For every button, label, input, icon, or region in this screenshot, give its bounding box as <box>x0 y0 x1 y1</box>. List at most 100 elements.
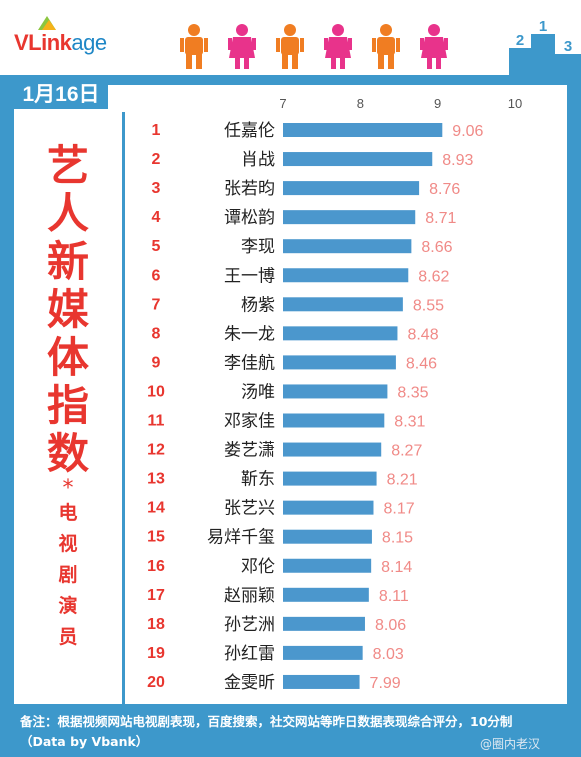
x-tick-label: 7 <box>279 96 286 111</box>
frame-left <box>0 75 14 757</box>
subtitle-char: 员 <box>58 626 78 648</box>
title-panel <box>14 112 122 704</box>
x-tick-label: 8 <box>357 96 364 111</box>
bar <box>283 500 374 515</box>
rank-label: 13 <box>147 471 165 488</box>
rank-label: 5 <box>152 238 161 255</box>
podium-icon: 2 1 3 <box>509 18 581 75</box>
bar-chart: 7 8 9 10 1 任嘉伦 9.06 2 肖战 8.93 3 张若昀 8.76 4 谭松韵 8.71 5 李现 8… <box>147 96 522 693</box>
rank-label: 2 <box>152 151 161 168</box>
rank-label: 18 <box>147 616 165 633</box>
bar <box>283 239 412 254</box>
value-label: 8.76 <box>429 181 460 198</box>
value-label: 8.27 <box>391 443 422 460</box>
name-label: 孙艺洲 <box>224 615 275 635</box>
subtitle-char: 视 <box>58 533 78 555</box>
title-star: * <box>62 476 74 501</box>
name-label: 任嘉伦 <box>224 121 275 141</box>
bar <box>283 558 372 573</box>
title-char: 人 <box>46 189 89 238</box>
name-label: 汤唯 <box>241 382 275 402</box>
name-label: 朱一龙 <box>224 324 275 344</box>
value-label: 8.93 <box>442 152 473 169</box>
name-label: 肖战 <box>241 150 275 170</box>
title-char: 艺 <box>46 141 89 190</box>
rank-label: 4 <box>152 209 161 226</box>
bar <box>283 384 388 399</box>
bar <box>283 471 377 486</box>
svg-text:3: 3 <box>564 38 572 55</box>
name-label: 邓伦 <box>241 557 275 577</box>
name-label: 李现 <box>241 237 275 257</box>
title-char: 数 <box>46 429 89 478</box>
rank-label: 9 <box>152 354 161 371</box>
bar <box>283 268 409 283</box>
divider-line <box>122 112 125 704</box>
logo-icon <box>38 16 56 30</box>
footer <box>0 704 581 757</box>
person-icon <box>372 24 400 69</box>
rank-label: 8 <box>152 325 161 342</box>
rank-label: 1 <box>152 122 161 139</box>
rank-label: 15 <box>147 529 165 546</box>
name-label: 金雯昕 <box>224 673 275 693</box>
x-tick-label: 9 <box>434 96 441 111</box>
rank-label: 14 <box>147 500 165 517</box>
subtitle-char: 剧 <box>58 564 78 586</box>
value-label: 8.66 <box>421 239 452 256</box>
person-icon <box>180 24 208 69</box>
svg-text:2: 2 <box>516 32 524 49</box>
svg-text:1: 1 <box>539 18 547 35</box>
people-icons <box>180 24 448 69</box>
bar <box>283 210 416 225</box>
rank-label: 3 <box>152 180 161 197</box>
date-badge: 1月16日 <box>14 80 108 109</box>
value-label: 8.46 <box>406 355 437 372</box>
vertical-title: 艺 人 新 媒 体 指 数 * 电 视 剧 演 员 <box>14 142 122 653</box>
title-char: 媒 <box>46 285 89 334</box>
rank-label: 20 <box>147 674 165 691</box>
value-label: 8.15 <box>382 530 413 547</box>
bar <box>283 123 443 137</box>
name-label: 谭松韵 <box>224 208 275 228</box>
bar <box>283 587 369 602</box>
person-icon <box>324 24 352 69</box>
value-label: 8.11 <box>379 588 409 605</box>
footer-note: 备注：根据视频网站电视剧表现，百度搜索，社交网站等昨日数据表现综合评分，10分制… <box>20 712 568 752</box>
title-char: 新 <box>46 237 89 286</box>
value-label: 8.03 <box>373 646 404 663</box>
logo-sub: age <box>71 30 107 55</box>
logo-main: VLink <box>14 30 72 55</box>
title-char: 指 <box>46 381 89 430</box>
name-label: 易烊千玺 <box>207 528 275 548</box>
subtitle-char: 演 <box>58 595 78 617</box>
value-label: 8.17 <box>383 501 414 518</box>
name-label: 张若昀 <box>224 179 275 199</box>
bar <box>283 355 396 370</box>
frame-right <box>567 75 581 757</box>
bar <box>283 297 403 312</box>
value-label: 8.06 <box>375 617 406 634</box>
bar <box>283 326 398 341</box>
value-label: 8.55 <box>413 297 444 314</box>
value-label: 8.21 <box>387 472 418 489</box>
bar <box>283 413 385 428</box>
bar <box>283 529 372 544</box>
bar <box>283 442 382 457</box>
name-label: 赵丽颖 <box>224 586 275 606</box>
rank-label: 11 <box>148 413 165 430</box>
rank-label: 19 <box>147 645 165 662</box>
rank-label: 12 <box>147 442 165 459</box>
person-icon <box>276 24 304 69</box>
name-label: 王一博 <box>224 266 275 286</box>
value-label: 8.62 <box>418 268 449 285</box>
footer-source: （Data by Vbank） <box>20 734 149 749</box>
rank-label: 16 <box>147 558 165 575</box>
bar <box>283 181 420 196</box>
frame-top <box>0 75 581 85</box>
value-label: 9.06 <box>452 123 483 140</box>
rank-label: 6 <box>152 267 161 284</box>
value-label: 8.48 <box>407 326 438 343</box>
value-label: 8.31 <box>394 414 425 431</box>
person-icon <box>228 24 256 69</box>
